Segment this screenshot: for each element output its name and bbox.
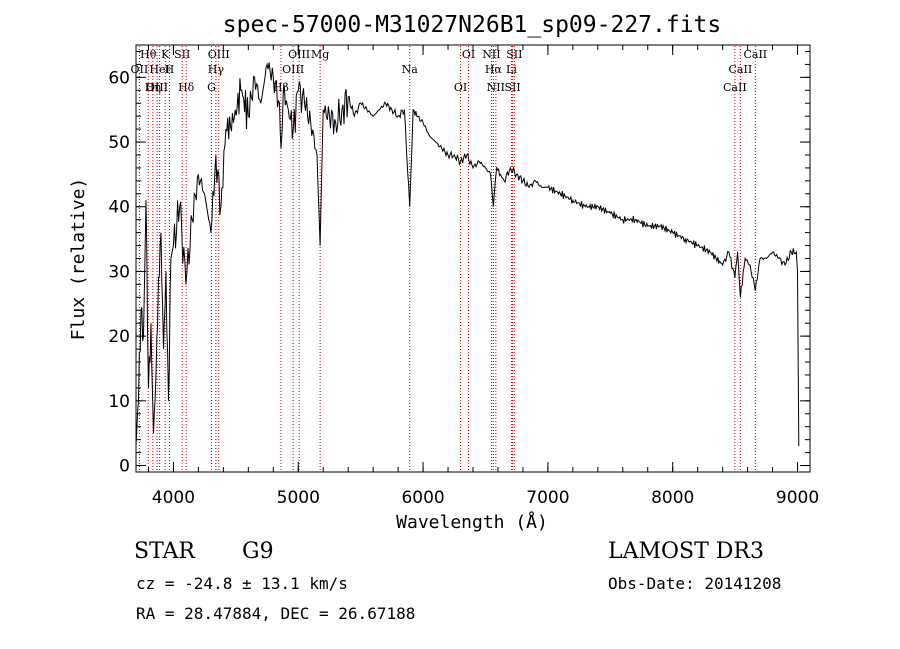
line-label: CaII	[743, 48, 767, 61]
y-tick-label: 20	[108, 327, 130, 347]
line-label: G	[207, 81, 216, 94]
x-tick-label: 7000	[526, 488, 569, 508]
coordinates: RA = 28.47884, DEC = 26.67188	[136, 604, 416, 623]
survey-name: LAMOST DR3	[608, 539, 764, 564]
line-label: HeI	[149, 63, 169, 76]
y-tick-label: 50	[108, 133, 130, 153]
object-subclass: G9	[242, 539, 274, 564]
spectral-line-labels: HθOIIOIIIKHeIHηSIIHHδOIIIHγGOIIIOIIIHβMg…	[131, 48, 768, 94]
spectrum-line	[135, 62, 800, 447]
line-label: SII	[506, 48, 522, 61]
line-label: OII	[131, 63, 149, 76]
y-tick-label: 10	[108, 392, 130, 412]
line-label: Li	[506, 63, 517, 76]
line-label: OI	[454, 81, 467, 94]
y-tick-label: 30	[108, 262, 130, 282]
x-tick-label: 6000	[401, 488, 444, 508]
y-tick-label: 0	[119, 457, 130, 477]
object-class: STAR	[134, 539, 195, 564]
y-tick-label: 40	[108, 198, 130, 218]
line-label: NII	[487, 81, 505, 94]
line-label: CaII	[729, 63, 753, 76]
x-axis-label: Wavelength (Å)	[396, 511, 548, 533]
x-axis-ticks: 4000 5000 6000 7000 8000 9000	[147, 45, 819, 508]
redshift-text: cz = -24.8 ± 13.1 km/s	[136, 574, 348, 593]
line-label: K	[161, 48, 170, 61]
spectral-line-markers	[138, 46, 756, 471]
line-label: OIII	[282, 63, 304, 76]
x-tick-label: 5000	[277, 488, 320, 508]
line-label: SII	[174, 48, 190, 61]
line-label: Mg	[311, 48, 329, 61]
x-tick-label: 4000	[152, 488, 195, 508]
y-tick-label: 60	[108, 68, 130, 88]
line-label: NII	[482, 48, 500, 61]
line-label: OIII	[208, 48, 230, 61]
obs-date: Obs-Date: 20141208	[608, 574, 782, 593]
line-label: Hα	[485, 63, 503, 76]
line-label: OIII	[146, 81, 168, 94]
line-label: OI	[462, 48, 475, 61]
line-label: OIII	[288, 48, 310, 61]
y-axis-ticks: 0 10 20 30 40 50 60	[108, 50, 810, 477]
line-label: H	[165, 63, 175, 76]
line-label: Hθ	[140, 48, 157, 61]
y-axis-label: Flux (relative)	[68, 178, 89, 341]
line-label: Hγ	[208, 63, 225, 76]
line-label: Na	[402, 63, 419, 76]
chart-title: spec-57000-M31027N26B1_sp09-227.fits	[223, 12, 722, 38]
line-label: Hη	[145, 81, 161, 94]
line-label: Hδ	[178, 81, 195, 94]
line-label: SII	[504, 81, 520, 94]
line-label: CaII	[723, 81, 747, 94]
x-tick-label: 9000	[776, 488, 819, 508]
x-tick-label: 8000	[651, 488, 694, 508]
